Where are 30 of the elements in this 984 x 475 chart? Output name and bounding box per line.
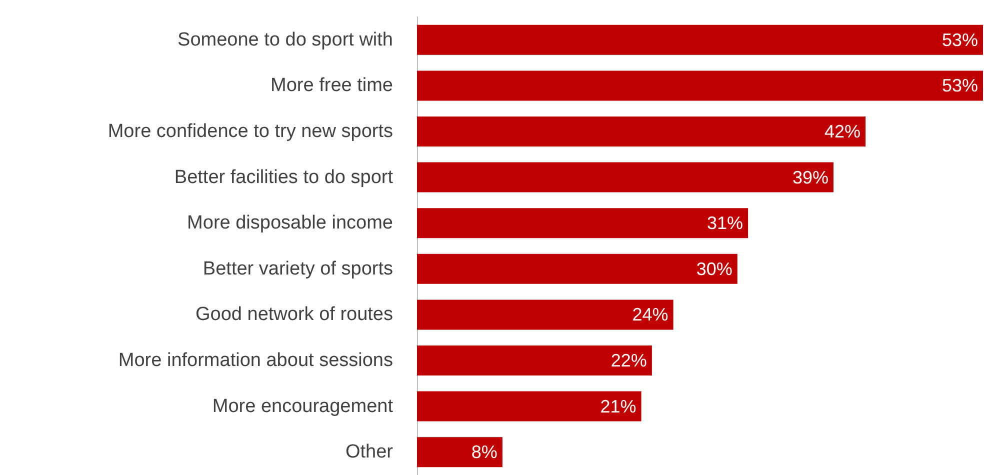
bar xyxy=(417,208,748,238)
y-tick-label: More free time xyxy=(270,75,393,96)
data-label: 22% xyxy=(610,350,647,370)
data-label: 39% xyxy=(792,167,828,188)
data-label: 31% xyxy=(707,213,744,234)
bar xyxy=(417,346,652,376)
y-tick-label: More information about sessions xyxy=(118,350,393,371)
y-tick-label: More confidence to try new sports xyxy=(108,121,393,142)
data-label: 21% xyxy=(600,396,636,416)
bar xyxy=(417,116,866,146)
data-label: 8% xyxy=(471,442,498,462)
bar xyxy=(417,391,642,422)
data-label: 53% xyxy=(942,76,978,96)
y-tick-label: Other xyxy=(345,442,394,463)
bar xyxy=(417,70,983,101)
y-tick-label: More encouragement xyxy=(212,396,394,417)
bar xyxy=(417,254,738,284)
bar xyxy=(417,162,834,192)
bar xyxy=(417,300,674,330)
y-tick-label: Better variety of sports xyxy=(202,258,393,280)
y-tick-label: Better facilities to do sport xyxy=(174,166,394,188)
y-tick-label: More disposable income xyxy=(187,212,393,234)
y-tick-label: Someone to do sport with xyxy=(178,29,393,50)
data-label: 53% xyxy=(942,30,978,50)
data-label: 42% xyxy=(824,122,861,142)
bar xyxy=(417,24,983,55)
bar xyxy=(417,437,502,468)
data-label: 30% xyxy=(696,258,732,279)
y-tick-label: Good network of routes xyxy=(196,304,393,326)
data-label: 24% xyxy=(632,304,668,325)
